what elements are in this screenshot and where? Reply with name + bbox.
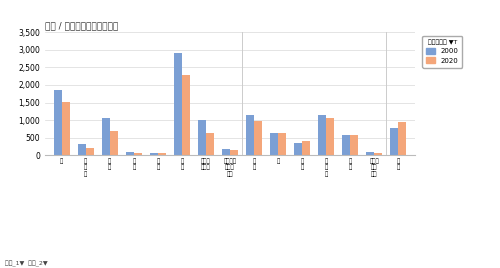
Bar — [302, 141, 310, 155]
Bar — [174, 53, 182, 155]
Bar — [150, 153, 158, 155]
Bar — [102, 118, 110, 155]
Bar — [294, 143, 302, 155]
Bar — [398, 122, 406, 155]
Bar — [350, 135, 358, 155]
Bar — [326, 118, 334, 155]
Text: 区分_1▼  区分_2▼: 区分_1▼ 区分_2▼ — [5, 260, 48, 267]
Bar — [270, 133, 278, 155]
Bar — [86, 148, 94, 155]
Bar — [278, 133, 285, 155]
Bar — [198, 120, 206, 155]
Bar — [78, 144, 86, 155]
Bar — [318, 115, 326, 155]
Text: 合計 / 国内生産額（十億円）: 合計 / 国内生産額（十億円） — [45, 21, 118, 30]
Bar — [374, 153, 382, 155]
Bar — [254, 121, 262, 155]
Bar — [366, 152, 374, 155]
Bar — [230, 150, 237, 155]
Bar — [134, 153, 141, 155]
Bar — [206, 133, 214, 155]
Bar — [182, 75, 190, 155]
Bar — [390, 128, 398, 155]
Bar — [246, 115, 254, 155]
Bar — [62, 102, 70, 155]
Bar — [110, 132, 118, 155]
Bar — [54, 90, 62, 155]
Bar — [222, 150, 230, 155]
Bar — [158, 153, 166, 155]
Bar — [126, 152, 134, 155]
Legend: 2000, 2020: 2000, 2020 — [422, 36, 463, 68]
Bar — [342, 135, 350, 155]
